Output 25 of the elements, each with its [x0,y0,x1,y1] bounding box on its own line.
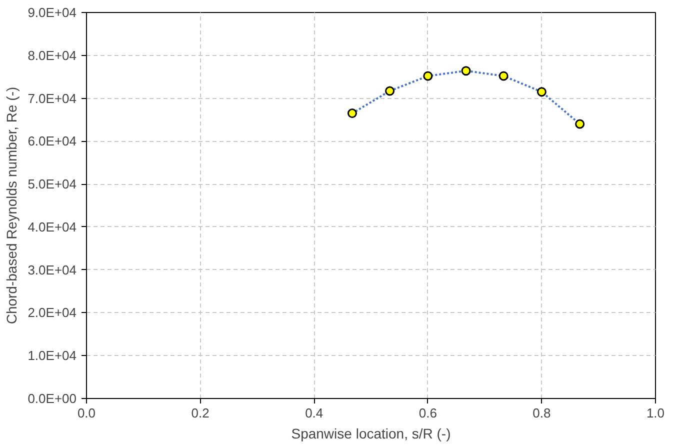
x-tick-label: 0.4 [305,406,324,420]
y-axis-title: Chord-based Reynolds number, Re (-) [4,86,20,324]
x-tick-label: 1.0 [646,406,665,420]
point [536,87,546,97]
point [461,66,471,76]
point [347,108,357,118]
y-tick-label: 5.0E+04 [28,176,76,192]
y-tick-label: 8.0E+04 [28,48,76,63]
x-tick-label: 0.2 [191,406,210,420]
point [575,119,585,129]
y-tick-label: 6.0E+04 [28,134,76,149]
y-tick-label: 7.0E+04 [28,90,76,106]
point [385,86,395,96]
y-tick-label: 0.0E+00 [28,391,76,406]
x-tick-label: 0.6 [418,406,437,420]
x-tick-label: 0.8 [532,406,551,420]
x-tick-label: 0.0 [77,406,96,420]
y-tick-label: 4.0E+04 [28,219,76,234]
y-tick-label: 3.0E+04 [28,262,76,278]
point [498,71,508,81]
x-axis-title: Spanwise location, s/R (-) [291,426,451,442]
y-tick-label: 9.0E+04 [28,5,76,20]
point [423,71,433,81]
y-tick-label: 2.0E+04 [28,305,76,320]
y-tick-label: 1.0E+04 [28,348,76,364]
